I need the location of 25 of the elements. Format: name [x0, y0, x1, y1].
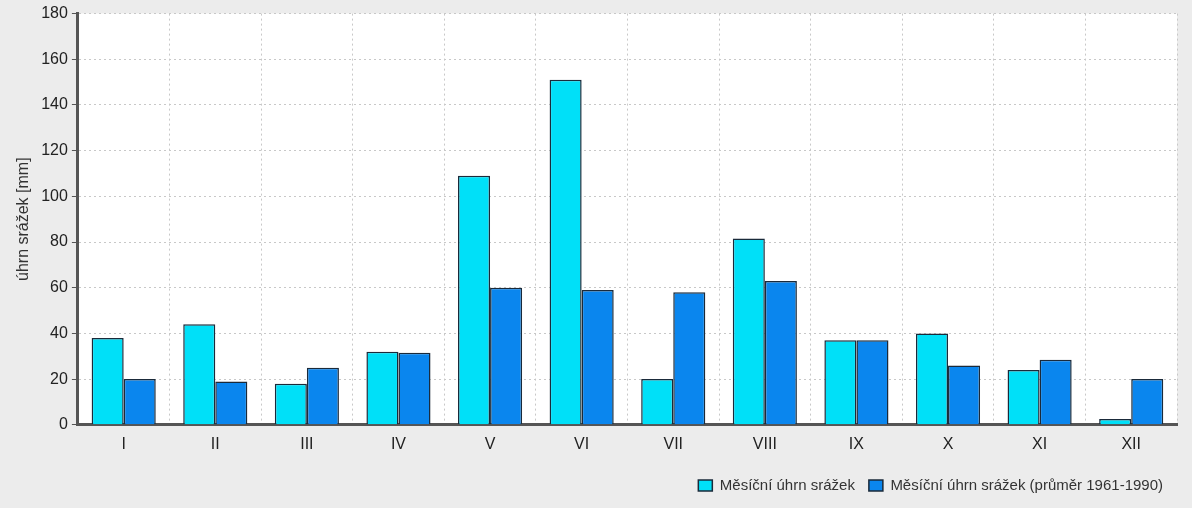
x-tick-label: IV: [390, 434, 407, 452]
x-tick-label: IX: [848, 434, 865, 452]
y-axis-title: úhrn srážek [mm]: [14, 157, 32, 281]
y-tick-label: 160: [41, 49, 68, 67]
y-tick-label: 120: [41, 141, 68, 159]
x-tick-label: VIII: [752, 434, 777, 452]
y-tick-label: 100: [41, 186, 68, 204]
y-tick-label: 80: [50, 232, 68, 250]
x-tick-label: VI: [574, 434, 590, 452]
x-tick-label: XI: [1032, 434, 1048, 452]
y-tick-label: 60: [50, 278, 68, 296]
x-tick-label: II: [210, 434, 220, 452]
x-tick-label: VII: [663, 434, 684, 452]
y-tick-label: 0: [58, 415, 68, 433]
x-tick-label: V: [484, 434, 496, 452]
y-tick-label: 20: [50, 369, 68, 387]
x-tick-label: X: [942, 434, 954, 452]
y-tick-label: 40: [50, 323, 68, 341]
legend-label: Měsíční úhrn srážek (průměr 1961-1990): [890, 475, 1163, 493]
x-tick-label: III: [300, 434, 314, 452]
x-tick-label: XII: [1121, 434, 1141, 452]
x-tick-label: I: [121, 434, 126, 452]
y-tick-label: 180: [41, 4, 68, 22]
y-tick-label: 140: [41, 95, 68, 113]
legend-label: Měsíční úhrn srážek: [719, 475, 856, 493]
